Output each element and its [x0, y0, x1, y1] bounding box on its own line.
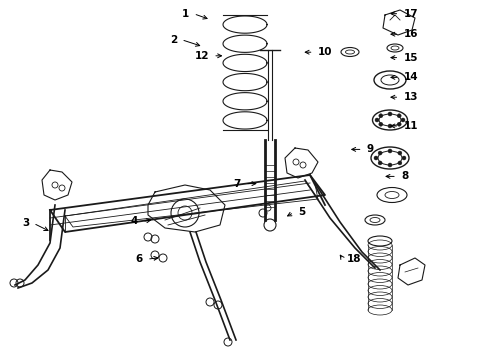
Circle shape: [379, 122, 383, 126]
Text: 17: 17: [403, 9, 418, 19]
Text: 12: 12: [195, 51, 209, 61]
Circle shape: [397, 122, 401, 126]
Text: 10: 10: [318, 47, 332, 57]
Text: 4: 4: [131, 216, 138, 226]
Circle shape: [388, 149, 392, 153]
Circle shape: [388, 163, 392, 167]
Circle shape: [378, 161, 382, 165]
Text: 7: 7: [234, 179, 241, 189]
Text: 3: 3: [22, 218, 29, 228]
Text: 11: 11: [403, 121, 418, 131]
Circle shape: [398, 151, 402, 155]
Circle shape: [379, 114, 383, 118]
Circle shape: [388, 112, 392, 116]
Circle shape: [401, 118, 405, 122]
Circle shape: [375, 118, 379, 122]
Circle shape: [402, 156, 406, 160]
Circle shape: [397, 114, 401, 118]
Text: 5: 5: [298, 207, 305, 217]
Text: 6: 6: [136, 254, 143, 264]
Text: 14: 14: [403, 72, 418, 82]
Text: 1: 1: [182, 9, 190, 19]
Text: 18: 18: [347, 254, 362, 264]
Circle shape: [388, 124, 392, 128]
Text: 13: 13: [403, 92, 418, 102]
Text: 8: 8: [401, 171, 408, 181]
Text: 9: 9: [367, 144, 374, 154]
Circle shape: [374, 156, 378, 160]
Text: 15: 15: [403, 53, 418, 63]
Text: 16: 16: [403, 29, 418, 39]
Circle shape: [378, 151, 382, 155]
Circle shape: [398, 161, 402, 165]
Text: 2: 2: [170, 35, 177, 45]
